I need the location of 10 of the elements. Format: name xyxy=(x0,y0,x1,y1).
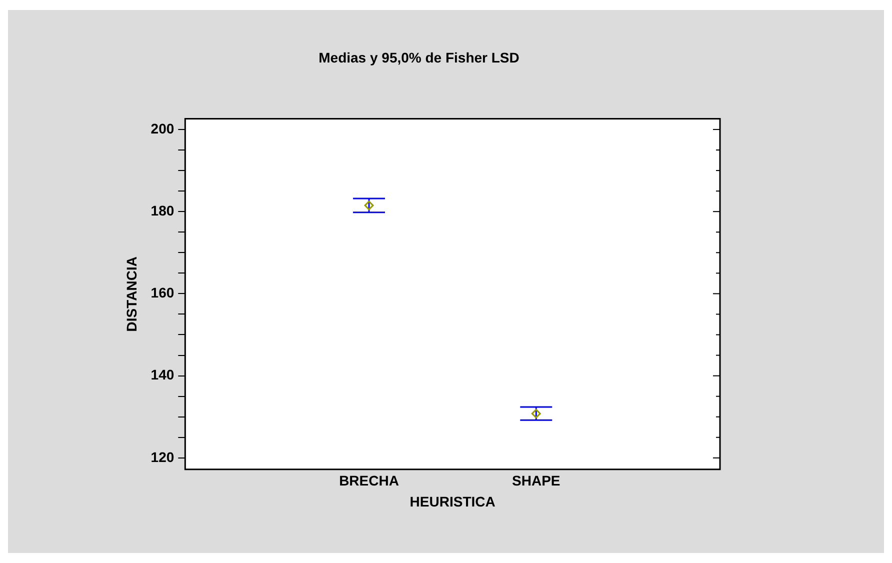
y-axis-title: DISTANCIA xyxy=(123,256,140,332)
y-tick-label: 180 xyxy=(150,202,174,218)
y-tick-label: 120 xyxy=(150,448,174,465)
x-tick-label: SHAPE xyxy=(512,472,560,489)
chart-title: Medias y 95,0% de Fisher LSD xyxy=(318,49,520,66)
x-tick-label: BRECHA xyxy=(339,472,399,489)
y-tick-label: 160 xyxy=(150,284,174,301)
y-tick-label: 200 xyxy=(150,120,174,136)
y-tick-label: 140 xyxy=(150,366,174,383)
x-axis-title: HEURISTICA xyxy=(410,493,496,510)
